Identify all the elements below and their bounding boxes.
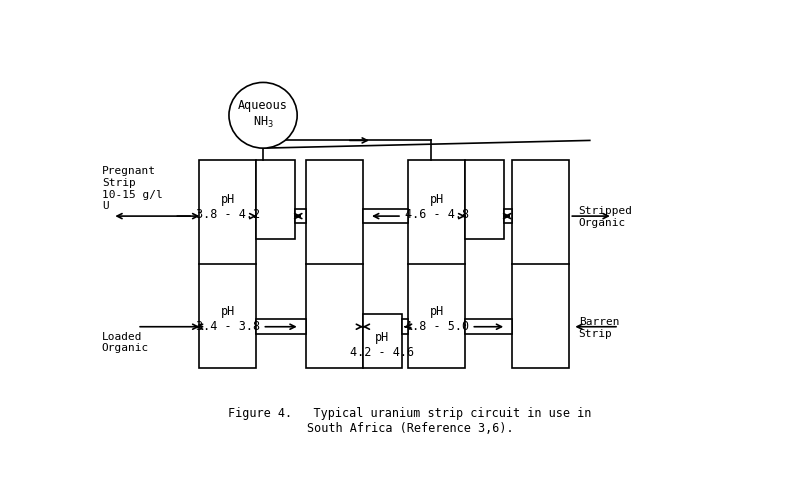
Text: pH
4.2 - 4.6: pH 4.2 - 4.6 <box>350 330 414 358</box>
Bar <box>512 160 570 369</box>
Bar <box>402 320 408 334</box>
Bar <box>295 209 306 224</box>
Bar <box>465 160 504 239</box>
Bar <box>363 209 408 224</box>
Text: Barren
Strip: Barren Strip <box>578 316 619 338</box>
Bar <box>306 160 363 369</box>
Text: pH
3.8 - 4.2: pH 3.8 - 4.2 <box>196 192 260 220</box>
Bar <box>199 160 256 369</box>
Bar <box>408 160 465 369</box>
Bar <box>256 160 295 239</box>
Ellipse shape <box>229 83 297 149</box>
Text: pH
3.4 - 3.8: pH 3.4 - 3.8 <box>196 305 260 333</box>
Text: Figure 4.   Typical uranium strip circuit in use in: Figure 4. Typical uranium strip circuit … <box>228 407 592 419</box>
Text: pH
4.6 - 4.8: pH 4.6 - 4.8 <box>405 192 469 220</box>
Bar <box>465 320 512 334</box>
Bar <box>363 315 402 369</box>
Text: Aqueous
NH$_3$: Aqueous NH$_3$ <box>238 99 288 129</box>
Bar <box>504 209 512 224</box>
Text: Stripped
Organic: Stripped Organic <box>578 206 633 227</box>
Text: Loaded
Organic: Loaded Organic <box>102 331 149 353</box>
Text: Pregnant
Strip
10-15 g/l
U: Pregnant Strip 10-15 g/l U <box>102 166 162 211</box>
Text: pH
4.8 - 5.0: pH 4.8 - 5.0 <box>405 305 469 333</box>
Bar <box>256 320 306 334</box>
Text: South Africa (Reference 3,6).: South Africa (Reference 3,6). <box>306 421 514 434</box>
